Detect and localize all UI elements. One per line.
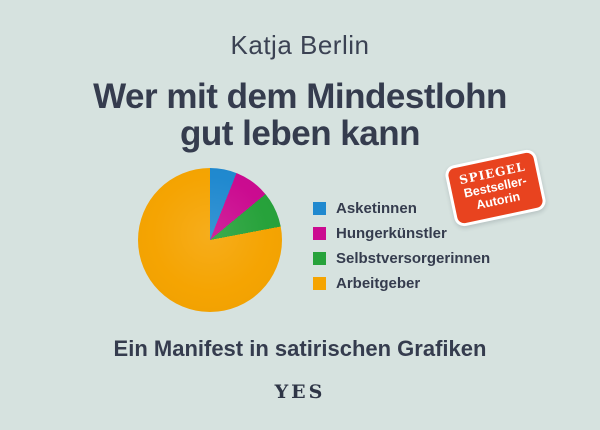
chart-legend: Asketinnen Hungerkünstler Selbstversorge… xyxy=(313,199,491,301)
legend-swatch-magenta xyxy=(313,226,326,240)
book-title-line1: Wer mit dem Mindestlohn xyxy=(93,77,507,116)
book-subtitle: Ein Manifest in satirischen Grafiken xyxy=(113,336,487,361)
legend-swatch-orange xyxy=(313,276,326,290)
legend-item-asketinnen: Asketinnen xyxy=(313,199,490,217)
legend-item-arbeitgeber: Arbeitgeber xyxy=(313,274,490,292)
legend-item-hungerkuenstler: Hungerkünstler xyxy=(313,224,490,242)
legend-swatch-green xyxy=(313,251,326,265)
legend-swatch-blue xyxy=(313,201,326,215)
legend-label: Selbstversorgerinnen xyxy=(336,249,491,267)
legend-label: Arbeitgeber xyxy=(336,274,421,292)
pie-chart xyxy=(138,168,282,312)
bestseller-badge: SPIEGEL Bestseller- Autorin xyxy=(443,148,548,228)
book-title: Wer mit dem Mindestlohn gut leben kann xyxy=(0,78,600,152)
legend-item-selbstversorgerinnen: Selbstversorgerinnen xyxy=(313,249,491,267)
publisher-logo: YES xyxy=(274,381,326,403)
legend-label: Hungerkünstler xyxy=(336,224,447,242)
book-title-line2: gut leben kann xyxy=(180,114,420,153)
legend-label: Asketinnen xyxy=(336,199,417,217)
author-name: Katja Berlin xyxy=(230,30,370,60)
